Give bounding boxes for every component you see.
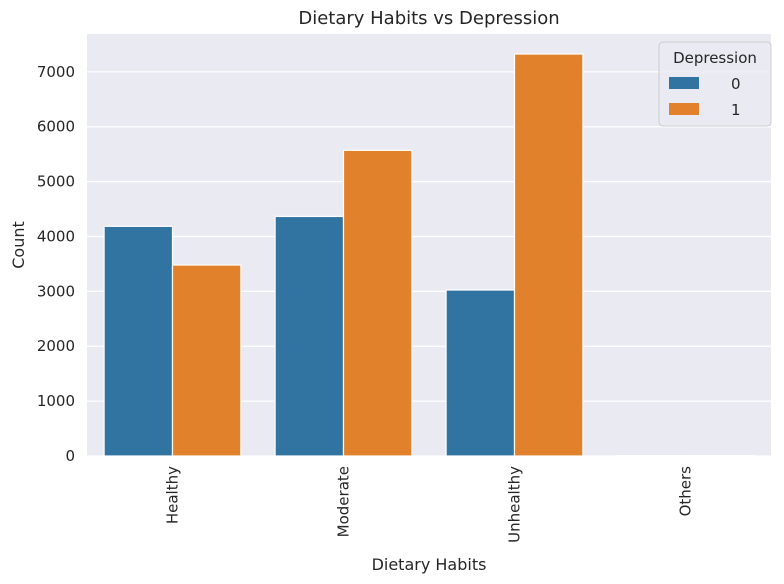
chart-title: Dietary Habits vs Depression (298, 8, 559, 29)
x-tick-label: Healthy (164, 466, 182, 524)
legend-label-0: 0 (731, 75, 741, 93)
legend-label-1: 1 (731, 101, 741, 119)
y-tick-label: 6000 (37, 118, 75, 136)
bar-moderate-series-0 (274, 215, 345, 457)
y-tick-label: 0 (65, 447, 75, 465)
y-tick-label: 7000 (37, 63, 75, 81)
bar-unhealthy-series-1 (513, 53, 584, 457)
y-tick-label: 1000 (37, 392, 75, 410)
x-tick-label: Moderate (335, 466, 353, 537)
y-axis-title: Count (9, 221, 28, 269)
legend-swatch-0 (669, 77, 699, 89)
legend-title: Depression (673, 49, 757, 67)
legend-swatch-1 (669, 103, 699, 115)
bar-healthy-series-1 (171, 264, 242, 457)
bars (103, 53, 755, 457)
legend: Depression 01 (658, 41, 772, 127)
y-tick-label: 5000 (37, 173, 75, 191)
y-tick-label: 4000 (37, 227, 75, 245)
x-tick-label: Unhealthy (506, 466, 524, 543)
x-axis-ticks: Healthy Moderate Unhealthy Others (164, 466, 695, 543)
y-tick-label: 3000 (37, 282, 75, 300)
x-axis-title: Dietary Habits (372, 555, 487, 574)
legend-items: 01 (669, 75, 741, 119)
bar-unhealthy-series-0 (445, 289, 516, 457)
y-axis-ticks: 0 1000 2000 3000 4000 5000 6000 7000 (37, 63, 75, 465)
bar-moderate-series-1 (342, 149, 413, 457)
y-tick-label: 2000 (37, 337, 75, 355)
bar-healthy-series-0 (103, 225, 174, 457)
x-tick-label: Others (677, 466, 695, 517)
